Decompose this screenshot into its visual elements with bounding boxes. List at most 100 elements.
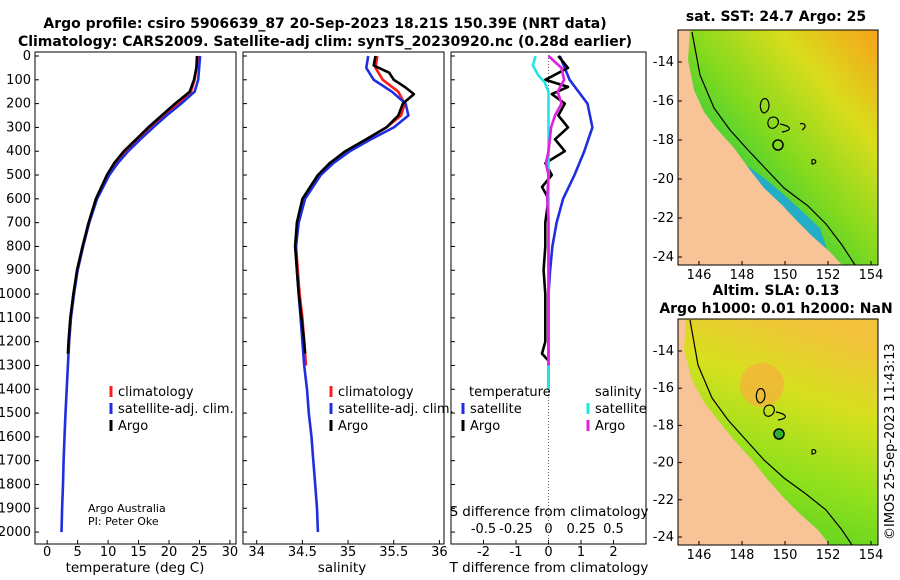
- depth-tick-label: 1300: [0, 358, 31, 373]
- x-tick-label-top: 0.5: [603, 522, 624, 537]
- lat-tick-label: -24: [653, 530, 674, 545]
- legend-label-satellite: satellite-adj. clim.: [118, 402, 234, 417]
- x-tick-label: 2: [609, 545, 617, 560]
- depth-tick-label: 400: [6, 144, 31, 159]
- temperature-legend: climatology satellite-adj. clim. Argo: [109, 385, 234, 434]
- x-tick-label: 20: [161, 545, 178, 560]
- lat-tick-label: -14: [653, 344, 674, 359]
- depth-tick-label: 600: [6, 192, 31, 207]
- sla-map: [678, 319, 878, 545]
- difference-legend: temperature salinity satellite Argo sate…: [461, 385, 647, 434]
- sst-isobath: [691, 31, 856, 265]
- lon-tick-label: 146: [687, 548, 712, 563]
- sla-map-title-2: Argo h1000: 0.01 h2000: NaN: [659, 301, 892, 317]
- sst-map-frame: [677, 29, 879, 266]
- legend-label-t-satellite: satellite: [470, 402, 522, 417]
- sla-map-axes: -14 -16 -18 -20 -22 -24 146 148 150 152 154: [653, 344, 884, 563]
- x-tick-label: 30: [222, 545, 239, 560]
- lon-tick-label: 148: [730, 548, 755, 563]
- lon-tick-label: 154: [859, 548, 884, 563]
- lon-tick-label: 150: [773, 268, 798, 283]
- depth-tick-label: 1000: [0, 287, 31, 302]
- depth-tick-label: 900: [6, 263, 31, 278]
- x-tick-label: 34.5: [288, 545, 317, 560]
- legend-label-argo: Argo: [118, 419, 148, 434]
- sst-map-axes: -14 -16 -18 -20 -22 -24 146 148 150 152 154: [653, 55, 884, 283]
- annotation-line-1: Argo Australia: [88, 502, 166, 515]
- annotation-line-2: PI: Peter Oke: [88, 515, 159, 528]
- depth-axis: 0 100 200 300 400 500 600 700 800 900 1000 1100 1200…: [0, 49, 455, 540]
- x-tick-label-top: 0.25: [567, 522, 596, 537]
- temperature-xlabel: temperature (deg C): [66, 560, 205, 576]
- temperature-axes: [34, 51, 237, 545]
- title-line-1: Argo profile: csiro 5906639_87 20-Sep-20…: [43, 16, 606, 32]
- depth-tick-label: 200: [6, 97, 31, 112]
- lat-tick-label: -24: [653, 250, 674, 265]
- x-tick-label: 15: [130, 545, 147, 560]
- lat-tick-label: -14: [653, 55, 674, 70]
- x-tick-label: 35: [340, 545, 357, 560]
- lon-tick-label: 154: [859, 268, 884, 283]
- depth-tick-label: 1900: [0, 501, 31, 516]
- depth-tick-label: 1800: [0, 477, 31, 492]
- x-tick-label-top: -0.25: [499, 522, 533, 537]
- lat-tick-label: -18: [653, 418, 674, 433]
- legend-label-t-argo: Argo: [470, 419, 500, 434]
- lon-tick-label: 146: [687, 268, 712, 283]
- depth-tick-label: 1400: [0, 382, 31, 397]
- sla-map-title-1: Altim. SLA: 0.13: [712, 283, 839, 299]
- depth-tick-label: 1700: [0, 454, 31, 469]
- sst-argo-marker: [772, 139, 784, 151]
- sst-reef: [759, 98, 817, 165]
- depth-tick-label: 1100: [0, 311, 31, 326]
- title-line-2: Climatology: CARS2009. Satellite-adj cli…: [18, 34, 632, 50]
- legend-label-s-argo: Argo: [595, 419, 625, 434]
- x-tick-label: -1: [510, 545, 523, 560]
- difference-plot: -2 -1 0 1 2-0.5 -0.25 0 0.25 0.5: [471, 52, 624, 560]
- legend-label-climatology: climatology: [338, 385, 414, 400]
- depth-tick-label: 700: [6, 216, 31, 231]
- sla-map-frame: [677, 318, 879, 546]
- lat-tick-label: -22: [653, 493, 674, 508]
- depth-tick-label: 1600: [0, 430, 31, 445]
- sst-land: [678, 30, 842, 265]
- depth-tick-label: 800: [6, 239, 31, 254]
- sst-map: [678, 30, 878, 265]
- sst-map-title: sat. SST: 24.7 Argo: 25: [686, 9, 866, 25]
- x-tick-label: -2: [477, 545, 490, 560]
- lon-tick-label: 148: [730, 268, 755, 283]
- legend-label-argo: Argo: [338, 419, 368, 434]
- lat-tick-label: -16: [653, 381, 674, 396]
- depth-tick-label: 0: [23, 49, 31, 64]
- series-line-s-argo: [544, 55, 566, 366]
- series-line-argo: [66, 55, 199, 354]
- lat-tick-label: -22: [653, 211, 674, 226]
- series-line-argo: [293, 55, 416, 354]
- legend-title-temperature: temperature: [469, 385, 551, 400]
- sla-reef: [755, 388, 817, 455]
- depth-tick-label: 300: [6, 120, 31, 135]
- temperature-plot: 0 5 10 15 20 25 30: [43, 55, 239, 560]
- lat-tick-label: -16: [653, 94, 674, 109]
- lon-tick-label: 152: [816, 268, 841, 283]
- sla-high-patch: [740, 363, 784, 407]
- depth-tick-label: 500: [6, 168, 31, 183]
- x-tick-label: 1: [577, 545, 585, 560]
- legend-label-s-satellite: satellite: [595, 402, 647, 417]
- difference-xlabel-top: S difference from climatology: [449, 504, 648, 520]
- x-tick-label: 5: [73, 545, 81, 560]
- salinity-xlabel: salinity: [318, 560, 366, 576]
- sla-argo-marker: [773, 428, 785, 440]
- depth-tick-label: 1200: [0, 335, 31, 350]
- x-tick-label: 35.5: [379, 545, 408, 560]
- salinity-axes: [242, 51, 445, 545]
- lat-tick-label: -18: [653, 133, 674, 148]
- lon-tick-label: 152: [816, 548, 841, 563]
- salinity-legend: climatology satellite-adj. clim. Argo: [329, 385, 454, 434]
- depth-tick-label: 1500: [0, 406, 31, 421]
- difference-xlabel: T difference from climatology: [449, 560, 649, 576]
- legend-title-salinity: salinity: [595, 385, 642, 400]
- x-tick-label-top: -0.5: [471, 522, 496, 537]
- sla-isobath: [689, 319, 853, 545]
